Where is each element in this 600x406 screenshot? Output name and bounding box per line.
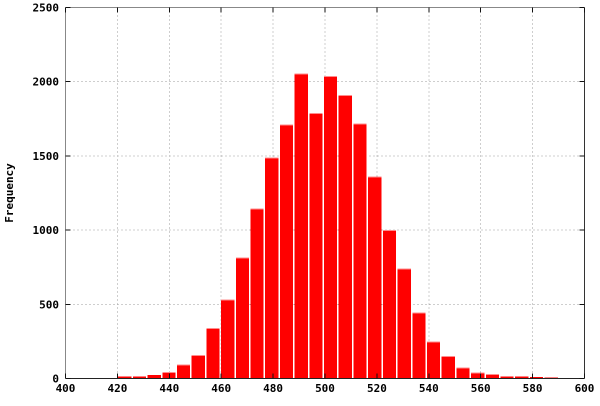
x-tick-label: 600: [575, 382, 595, 395]
histogram-bar: [206, 327, 220, 379]
grid-layer: [65, 7, 585, 379]
x-tick-label: 400: [56, 382, 76, 395]
x-tick-label: 460: [211, 382, 231, 395]
histogram-bar: [382, 230, 397, 379]
histogram-bar: [250, 208, 264, 379]
histogram-bar: [500, 376, 514, 379]
histogram-bar-top-edge: [382, 230, 397, 232]
x-tick-label: 440: [159, 382, 179, 395]
histogram-bar-top-edge: [279, 124, 294, 126]
histogram-bar: [441, 355, 455, 379]
histogram-bar: [265, 157, 279, 379]
x-tick-label: 560: [471, 382, 491, 395]
histogram-bar: [338, 95, 352, 379]
histogram-bar-top-edge: [456, 367, 470, 369]
histogram-bar-top-edge: [353, 123, 367, 125]
histogram-bar: [426, 341, 441, 379]
y-tick-label: 0: [52, 373, 59, 386]
histogram-bar: [279, 124, 294, 379]
histogram-bar: [397, 268, 411, 379]
histogram-bar-top-edge: [397, 268, 411, 270]
histogram-bar-top-edge: [235, 257, 250, 259]
histogram-bar: [529, 377, 544, 379]
histogram-bar-top-edge: [294, 73, 308, 75]
histogram-bar-top-edge: [206, 327, 220, 329]
histogram-bar-top-edge: [368, 176, 382, 178]
axis-ticks: [65, 7, 585, 379]
histogram-bar: [191, 355, 205, 379]
histogram-bar-top-edge: [191, 355, 205, 357]
histogram-bar: [235, 257, 250, 379]
histogram-bar-top-edge: [176, 364, 191, 366]
histogram-bar: [147, 374, 161, 379]
histogram-bar: [324, 75, 338, 379]
histogram-bar-top-edge: [162, 371, 176, 373]
histogram-bar: [456, 367, 470, 379]
histogram-bar-top-edge: [471, 372, 485, 374]
x-tick-label: 420: [107, 382, 127, 395]
histogram-bar-top-edge: [338, 95, 352, 97]
histogram-bar: [309, 112, 323, 379]
histogram-bar: [544, 377, 558, 379]
y-tick-label: 2000: [33, 76, 60, 89]
y-tick-label: 1500: [33, 150, 60, 163]
histogram-bar: [132, 376, 147, 379]
x-tick-label: 500: [315, 382, 335, 395]
histogram-bar: [221, 299, 235, 379]
histogram-bar-top-edge: [426, 341, 441, 343]
histogram-bar-top-edge: [309, 112, 323, 114]
histogram-bar: [471, 372, 485, 379]
histogram-bar-top-edge: [441, 355, 455, 357]
x-tick-label: 540: [419, 382, 439, 395]
y-tick-label: 500: [39, 298, 59, 311]
x-tick-label: 580: [523, 382, 543, 395]
histogram-bar-top-edge: [265, 157, 279, 159]
histogram-bar: [353, 123, 367, 379]
x-tick-label: 520: [367, 382, 387, 395]
histogram-bar-top-edge: [412, 312, 426, 314]
y-axis-tick-labels: 0 500 1000 1500 2000 2500: [33, 2, 60, 386]
histogram-bar: [515, 376, 529, 379]
histogram-bar: [118, 376, 132, 379]
histogram-bar: [176, 364, 191, 379]
x-tick-label: 480: [263, 382, 283, 395]
histogram-bar-top-edge: [250, 208, 264, 210]
y-axis-title: Frequency: [3, 163, 16, 223]
x-axis-tick-labels: 400 420 440 460 480 500 520 540 560 580 600: [56, 382, 595, 395]
histogram-bar: [412, 312, 426, 379]
bars-layer: [118, 73, 558, 379]
histogram-bar-top-edge: [324, 75, 338, 77]
histogram-bar-top-edge: [485, 374, 500, 376]
y-tick-label: 1000: [33, 224, 60, 237]
histogram-bar: [485, 374, 500, 379]
histogram-bar-top-edge: [221, 299, 235, 301]
histogram-bar: [294, 73, 308, 379]
histogram-bar: [368, 176, 382, 379]
y-tick-label: 2500: [33, 2, 60, 15]
